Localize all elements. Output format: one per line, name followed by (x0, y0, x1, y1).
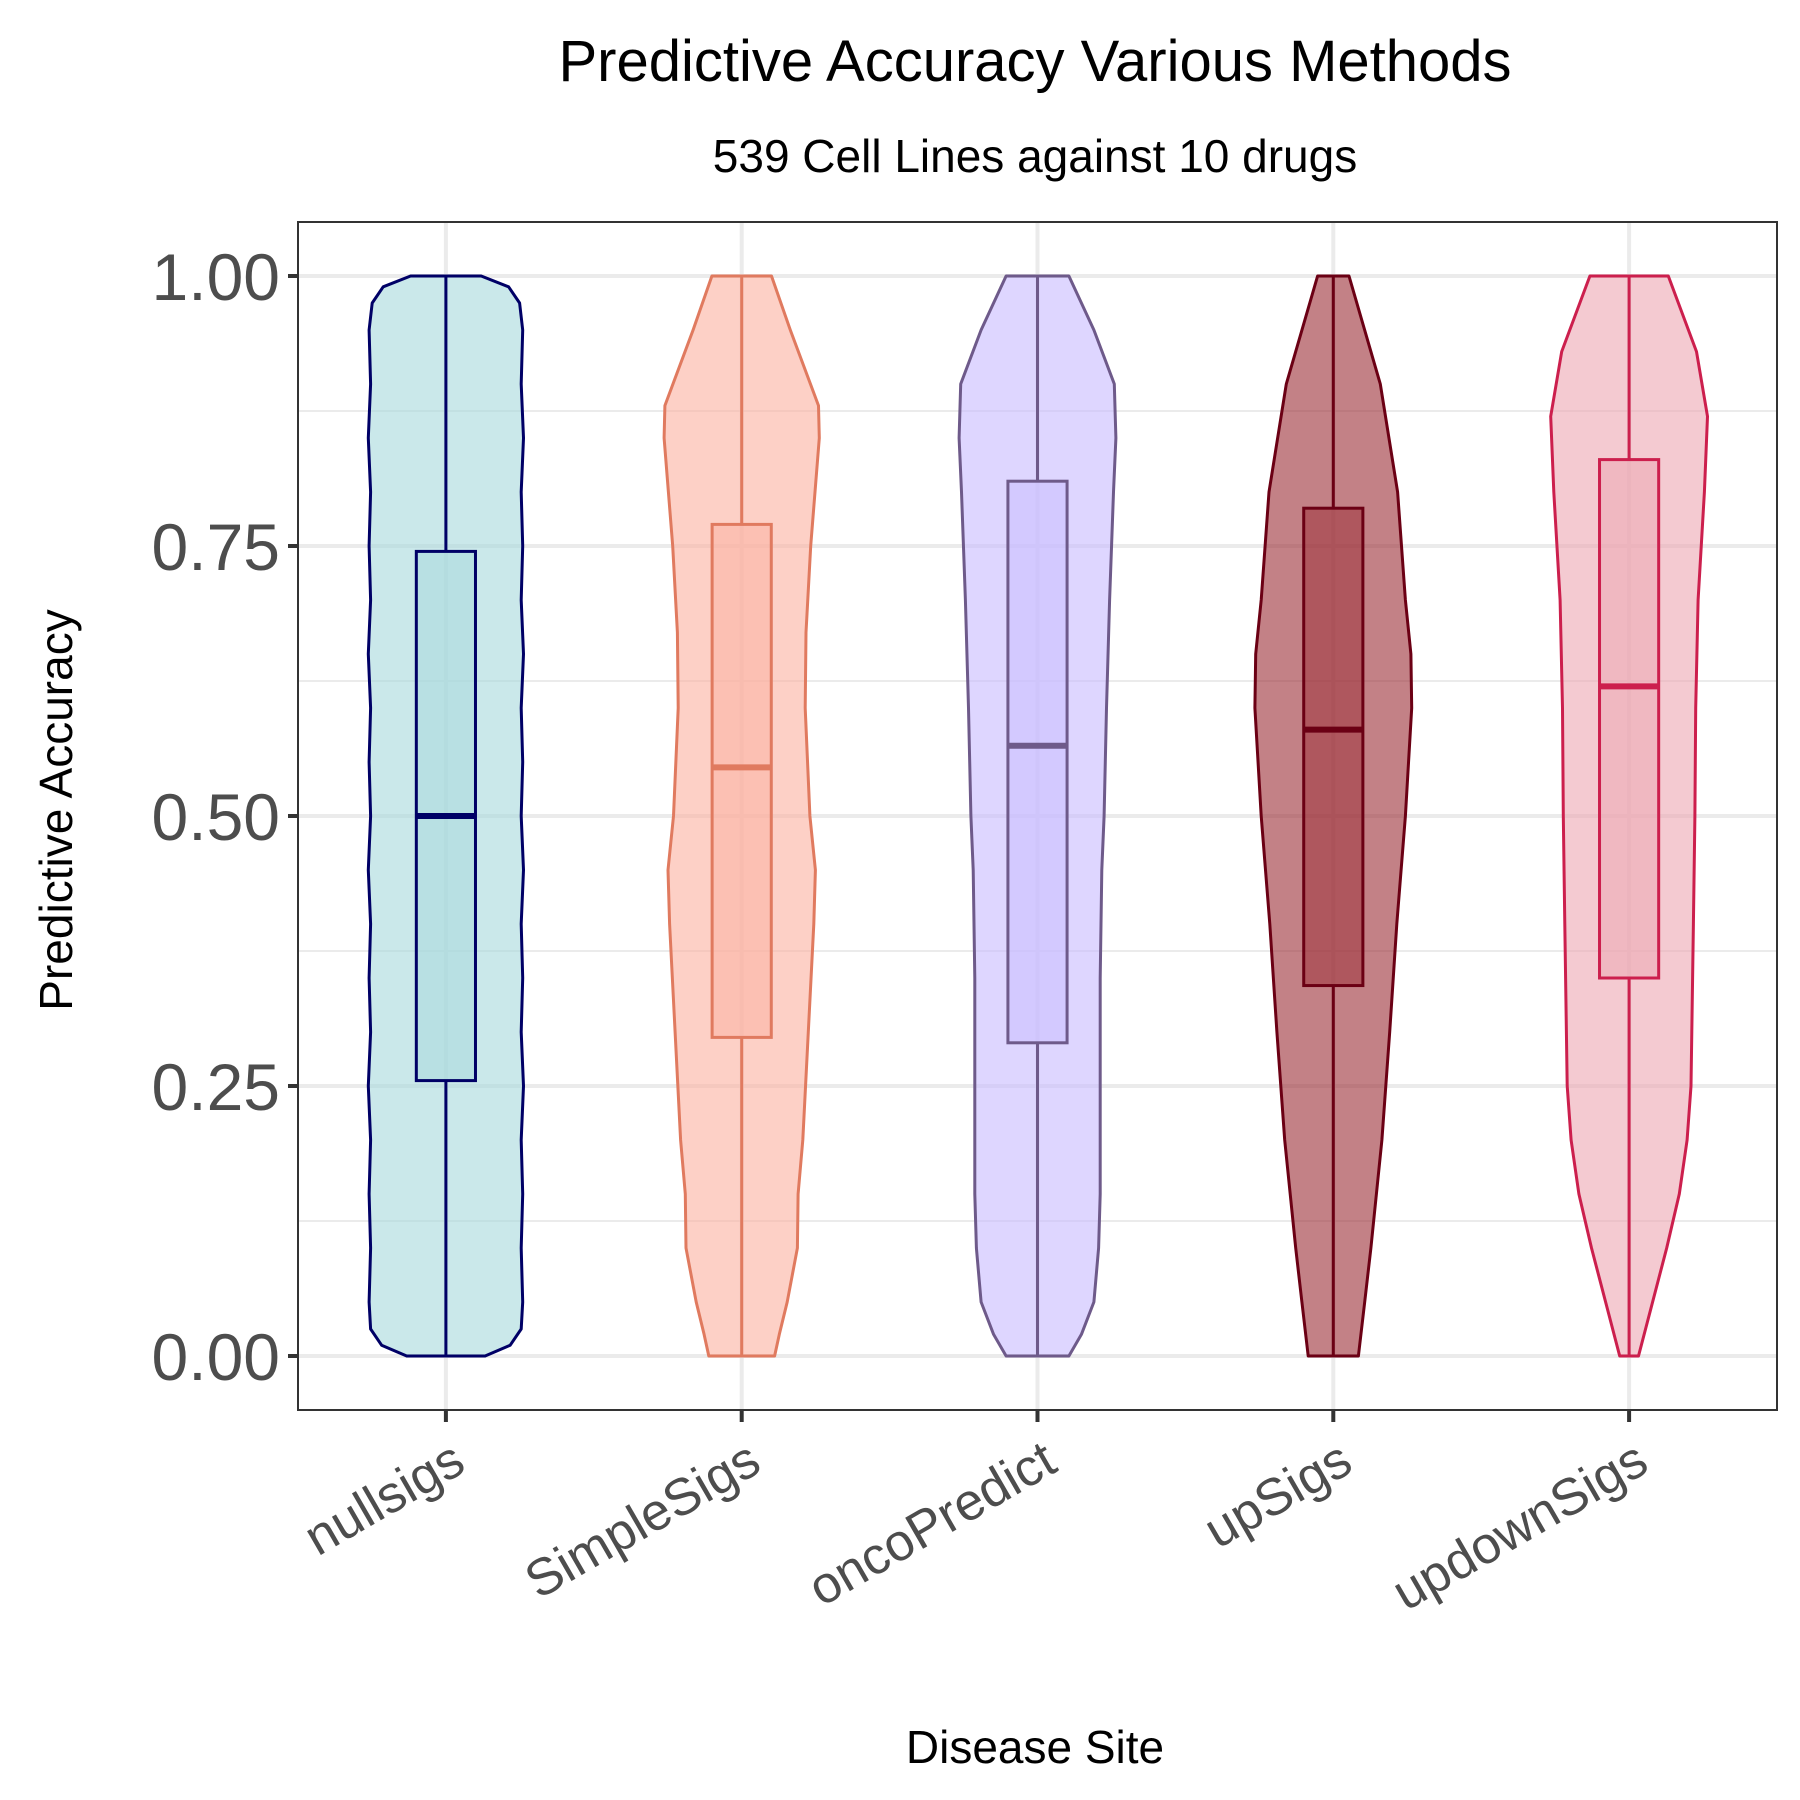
x-axis-title: Disease Site (906, 1721, 1164, 1773)
y-axis-title: Predictive Accuracy (30, 609, 82, 1010)
y-tick-label: 1.00 (152, 240, 280, 314)
chart-subtitle: 539 Cell Lines against 10 drugs (713, 130, 1357, 182)
violin-upSigs (1253, 274, 1414, 1358)
violin-SimpleSigs (662, 274, 821, 1358)
x-tick-label: updownSigs (1383, 1430, 1657, 1622)
violin-updownSigs (1549, 274, 1709, 1358)
violin-nullsigs (366, 274, 525, 1358)
box (1302, 506, 1365, 988)
chart-title: Predictive Accuracy Various Methods (558, 29, 1511, 94)
violin-oncoPredict (957, 274, 1118, 1358)
plot-area: 0.00 0.25 0.50 0.75 1.00 nullsigs SimpleSigs on… (152, 221, 1778, 1622)
box (710, 522, 773, 1039)
box (1006, 479, 1069, 1045)
box (1598, 458, 1661, 980)
y-tick-label: 0.00 (152, 1320, 280, 1394)
y-tick-label: 0.75 (152, 510, 280, 584)
x-tick-label: upSigs (1195, 1430, 1362, 1560)
y-tick-label: 0.25 (152, 1050, 280, 1124)
x-tick-label: SimpleSigs (515, 1430, 769, 1610)
x-tick-label: nullsigs (295, 1430, 474, 1567)
x-tick-label: oncoPredict (799, 1430, 1066, 1618)
y-tick-label: 0.50 (152, 780, 280, 854)
